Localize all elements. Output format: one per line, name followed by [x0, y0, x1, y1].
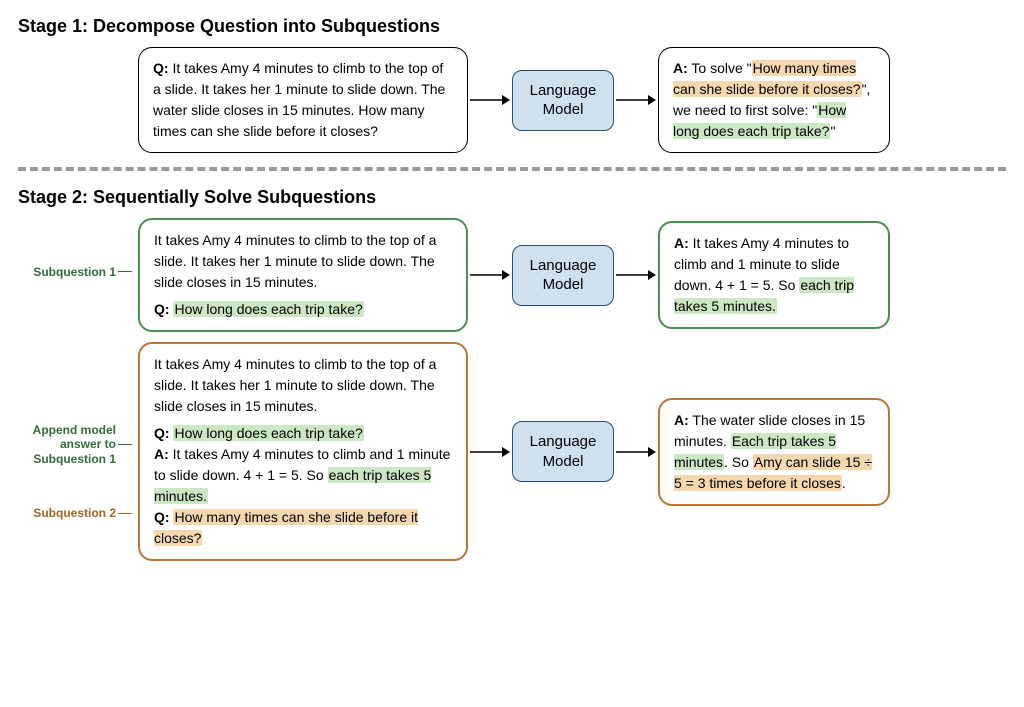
- stage2-row1-labels: Subquestion 1: [18, 265, 138, 285]
- stage1-title: Stage 1: Decompose Question into Subques…: [18, 16, 1006, 37]
- a-prefix: A:: [154, 446, 169, 462]
- q-prefix: Q:: [154, 425, 170, 441]
- stage2-row1-a-box: A: It takes Amy 4 minutes to climb and 1…: [658, 221, 890, 329]
- q-prefix: Q:: [154, 509, 170, 525]
- row2-q1-hl: How long does each trip take?: [173, 425, 363, 441]
- stage2-row1: Subquestion 1 It takes Amy 4 minutes to …: [18, 218, 1006, 332]
- stage2-row2-q-box: It takes Amy 4 minutes to climb to the t…: [138, 342, 468, 561]
- stage2-row1-lm-box: Language Model: [512, 245, 614, 306]
- stage1-q-text: It takes Amy 4 minutes to climb to the t…: [153, 60, 445, 139]
- stage2-row1-q-box: It takes Amy 4 minutes to climb to the t…: [138, 218, 468, 332]
- a-prefix: A:: [674, 412, 689, 428]
- stage1-lm-box: Language Model: [512, 70, 614, 131]
- arrow-3: [468, 268, 512, 282]
- arrow-2: [614, 93, 658, 107]
- stage-divider: [18, 167, 1006, 171]
- stage2-row2-labels: Append model answer to Subquestion 1 Sub…: [18, 383, 138, 521]
- append-label: Append model answer to Subquestion 1: [18, 423, 132, 466]
- stage1-row: Q: It takes Amy 4 minutes to climb to th…: [18, 47, 1006, 153]
- stage1-a-pre: To solve ": [688, 60, 752, 76]
- a-prefix: A:: [674, 235, 689, 251]
- row1-context: It takes Amy 4 minutes to climb to the t…: [154, 230, 452, 293]
- stage2-row2-a-box: A: The water slide closes in 15 minutes.…: [658, 398, 890, 506]
- row2-a-post: .: [842, 475, 846, 491]
- arrow-4: [614, 268, 658, 282]
- subq1-label: Subquestion 1: [18, 265, 132, 279]
- stage1-a-box: A: To solve "How many times can she slid…: [658, 47, 890, 153]
- row1-q: Q: How long does each trip take?: [154, 299, 452, 320]
- row2-a1: A: It takes Amy 4 minutes to climb and 1…: [154, 444, 452, 507]
- arrow-5: [468, 445, 512, 459]
- arrow-6: [614, 445, 658, 459]
- row2-a-mid: . So: [724, 454, 753, 470]
- row1-q-hl: How long does each trip take?: [173, 301, 363, 317]
- stage1-q-box: Q: It takes Amy 4 minutes to climb to th…: [138, 47, 468, 153]
- stage2-row2: Append model answer to Subquestion 1 Sub…: [18, 342, 1006, 561]
- stage2-title: Stage 2: Sequentially Solve Subquestions: [18, 187, 1006, 208]
- row2-q2: Q: How many times can she slide before i…: [154, 507, 452, 549]
- row2-q1: Q: How long does each trip take?: [154, 423, 452, 444]
- q-prefix: Q:: [153, 60, 169, 76]
- subq2-label: Subquestion 2: [18, 506, 132, 520]
- stage2-row2-lm-box: Language Model: [512, 421, 614, 482]
- a-prefix: A:: [673, 60, 688, 76]
- q-prefix: Q:: [154, 301, 170, 317]
- stage1-a-post: ": [830, 123, 835, 139]
- row2-context: It takes Amy 4 minutes to climb to the t…: [154, 354, 452, 417]
- row2-q2-hl: How many times can she slide before it c…: [154, 509, 418, 546]
- arrow-1: [468, 93, 512, 107]
